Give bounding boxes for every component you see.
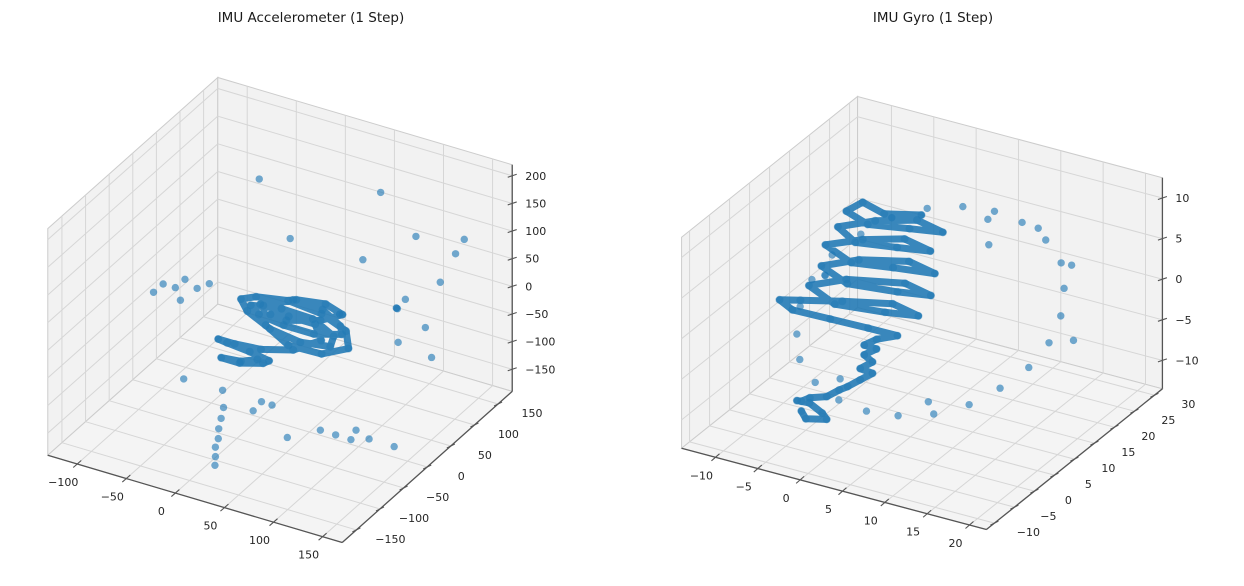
svg-text:0: 0 <box>1065 494 1072 507</box>
svg-text:100: 100 <box>249 534 270 547</box>
svg-text:10: 10 <box>1101 462 1115 475</box>
svg-text:−100: −100 <box>399 512 429 525</box>
svg-text:5: 5 <box>1085 478 1092 491</box>
svg-text:20: 20 <box>1141 430 1155 443</box>
svg-text:−150: −150 <box>375 533 405 546</box>
svg-text:5: 5 <box>1175 233 1182 246</box>
svg-text:50: 50 <box>525 253 539 266</box>
svg-text:100: 100 <box>498 428 519 441</box>
svg-text:15: 15 <box>1121 446 1135 459</box>
svg-text:−5: −5 <box>1040 510 1056 523</box>
svg-text:−50: −50 <box>525 308 548 321</box>
svg-text:0: 0 <box>158 505 165 518</box>
svg-text:−100: −100 <box>525 336 555 349</box>
svg-text:50: 50 <box>478 449 492 462</box>
svg-text:30: 30 <box>1181 398 1195 411</box>
svg-text:150: 150 <box>525 197 546 210</box>
svg-text:−50: −50 <box>426 491 449 504</box>
accelerometer-plot-title: IMU Accelerometer (1 Step) <box>217 10 405 26</box>
svg-text:−100: −100 <box>48 476 78 489</box>
svg-text:−10: −10 <box>1175 354 1198 367</box>
svg-text:−5: −5 <box>736 481 752 494</box>
svg-text:10: 10 <box>864 514 878 527</box>
svg-text:150: 150 <box>522 407 543 420</box>
svg-text:50: 50 <box>203 520 217 533</box>
svg-text:−10: −10 <box>690 469 713 482</box>
svg-text:0: 0 <box>783 492 790 505</box>
svg-text:10: 10 <box>1175 192 1189 205</box>
svg-text:0: 0 <box>1175 273 1182 286</box>
svg-text:200: 200 <box>525 170 546 183</box>
svg-text:5: 5 <box>825 503 832 516</box>
svg-text:−5: −5 <box>1175 314 1191 327</box>
accelerometer-3d-plot: −100−50050100150−150−100−50050100150−150… <box>46 76 555 562</box>
svg-text:−150: −150 <box>525 363 555 376</box>
svg-text:−10: −10 <box>1017 526 1040 539</box>
svg-text:20: 20 <box>948 537 962 550</box>
svg-text:−50: −50 <box>101 491 124 504</box>
subplot-accelerometer: IMU Accelerometer (1 Step) −100 −50 0 50 100… <box>46 10 555 562</box>
svg-text:25: 25 <box>1161 414 1175 427</box>
svg-text:0: 0 <box>525 280 532 293</box>
subplot-gyro: IMU Gyro (1 Step) −10 −5 0 5 10 15 20 −10 −5 0 5 10… <box>622 0 1244 586</box>
svg-text:15: 15 <box>906 526 920 539</box>
svg-text:150: 150 <box>298 549 319 562</box>
gyro-plot-title: IMU Gyro (1 Step) <box>872 10 994 26</box>
svg-text:0: 0 <box>458 470 465 483</box>
svg-text:100: 100 <box>525 225 546 238</box>
